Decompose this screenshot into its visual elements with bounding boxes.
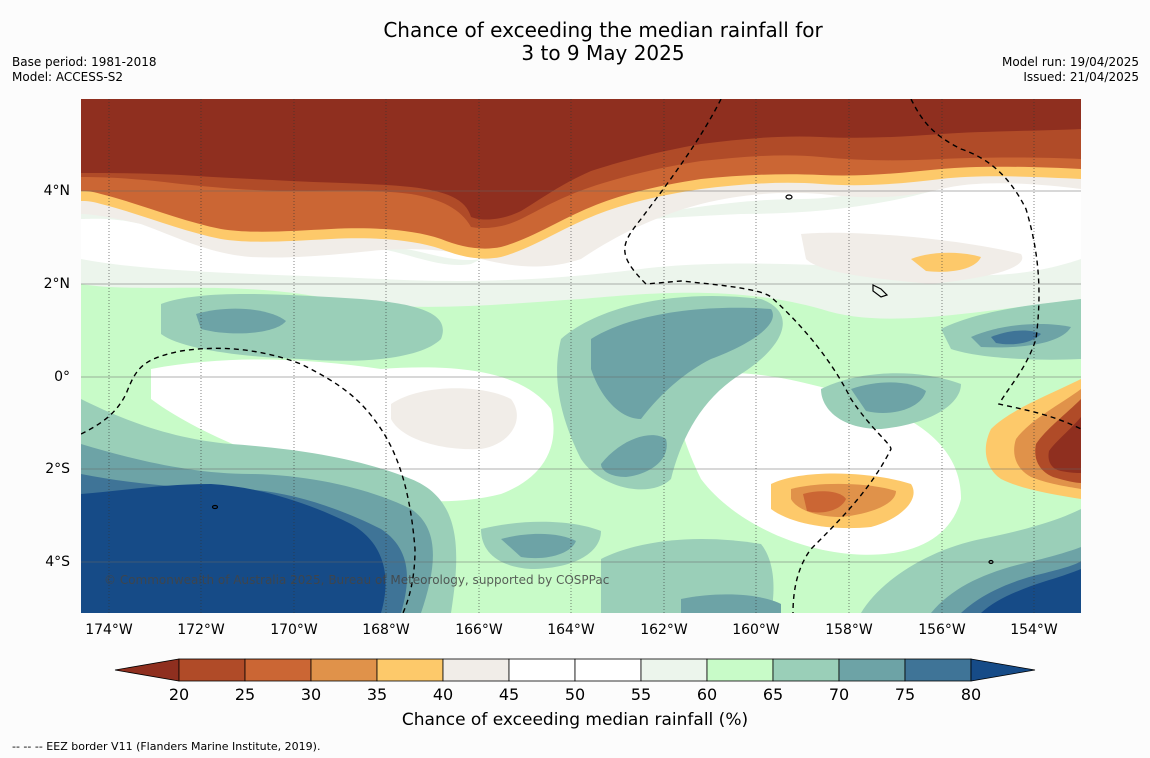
contour-75-east — [851, 382, 926, 413]
colorbar-title: Chance of exceeding median rainfall (%) — [401, 710, 749, 730]
eez-border-west — [81, 347, 416, 613]
eez-borders — [81, 99, 1081, 613]
colorbar-extend-low — [114, 658, 180, 682]
contour-75-south-central — [601, 435, 667, 477]
colorbar-cell-35-40 — [376, 658, 444, 682]
island-b — [872, 284, 889, 298]
chart-title: Chance of exceeding the median rainfall … — [0, 19, 1150, 65]
colorbar-tick-35: 35 — [366, 685, 388, 704]
lon-label-172w: 172°W — [177, 622, 225, 638]
contour-75-south-2 — [681, 594, 781, 613]
colorbar-cell-70-75 — [838, 658, 906, 682]
eez-border-east — [910, 99, 1081, 430]
lon-label-158w: 158°W — [825, 622, 873, 638]
lat-label-0: 0° — [54, 369, 70, 385]
footnote-eez: -- -- -- EEZ border V11 (Flanders Marine… — [12, 740, 321, 753]
copyright-credit: © Commonwealth of Australia 2025, Bureau… — [104, 573, 610, 587]
lon-label-156w: 156°W — [918, 622, 966, 638]
colorbar-tick-80: 80 — [960, 685, 982, 704]
colorbar-tick-50: 50 — [564, 685, 586, 704]
map-svg — [81, 99, 1081, 613]
colorbar — [114, 658, 1036, 682]
colorbar-cell-50-55 — [574, 658, 642, 682]
colorbar-tick-55: 55 — [630, 685, 652, 704]
islands — [211, 194, 994, 565]
title-line-2: 3 to 9 May 2025 — [521, 41, 685, 65]
island-c — [211, 504, 219, 510]
colorbar-extend-high — [970, 658, 1036, 682]
colorbar-tick-20: 20 — [168, 685, 190, 704]
title-line-1: Chance of exceeding the median rainfall … — [383, 18, 823, 42]
contour-80plus-se — [981, 569, 1081, 613]
colorbar-tick-60: 60 — [696, 685, 718, 704]
colorbar-cell-65-70 — [772, 658, 840, 682]
lon-label-168w: 168°W — [362, 622, 410, 638]
lon-label-166w: 166°W — [455, 622, 503, 638]
contour-80-far-east — [991, 330, 1041, 345]
graticule — [81, 190, 1081, 563]
colorbar-cell-55-60 — [640, 658, 708, 682]
contour-45-north-east — [801, 232, 1023, 284]
contour-75-central — [591, 307, 773, 419]
model-run: Model run: 19/04/2025 — [1001, 55, 1139, 69]
island-d — [988, 559, 994, 565]
colorbar-cell-60-65 — [706, 658, 774, 682]
colorbar-cell-75-80 — [904, 658, 972, 682]
lon-label-160w: 160°W — [732, 622, 780, 638]
contour-40-ne-blob — [911, 252, 981, 272]
colorbar-cell-30-35 — [310, 658, 378, 682]
colorbar-cell-25-30 — [244, 658, 312, 682]
contour-20-north — [81, 99, 1081, 220]
lon-label-162w: 162°W — [640, 622, 688, 638]
base-period: Base period: 1981-2018 — [12, 55, 157, 69]
colorbar-tick-40: 40 — [432, 685, 454, 704]
colorbar-cell-20-25 — [178, 658, 246, 682]
colorbar-tick-70: 70 — [828, 685, 850, 704]
contour-20-east — [1048, 417, 1081, 473]
meta-left: Base period: 1981-2018 Model: ACCESS-S2 — [12, 55, 157, 85]
colorbar-cells — [114, 658, 1036, 682]
colorbar-tick-75: 75 — [894, 685, 916, 704]
lon-label-154w: 154°W — [1010, 622, 1058, 638]
contour-30-sc — [803, 491, 846, 513]
issued-date: Issued: 21/04/2025 — [1023, 70, 1139, 84]
colorbar-tick-30: 30 — [300, 685, 322, 704]
rainfall-map — [81, 99, 1081, 613]
contour-80plus-sw — [81, 484, 386, 613]
contour-45-central — [391, 388, 517, 450]
colorbar-cell-40-45 — [442, 658, 510, 682]
eez-border-central — [624, 99, 892, 613]
island-a — [785, 194, 793, 200]
contour-75-south — [501, 533, 576, 559]
lat-label-2n: 2°N — [43, 276, 70, 292]
lat-label-4n: 4°N — [43, 183, 70, 199]
contour-75-west — [196, 308, 286, 334]
colorbar-tick-45: 45 — [498, 685, 520, 704]
colorbar-tick-25: 25 — [234, 685, 256, 704]
lon-label-170w: 170°W — [270, 622, 318, 638]
colorbar-cell-45-50 — [508, 658, 576, 682]
meta-right: Model run: 19/04/2025 Issued: 21/04/2025 — [1002, 55, 1139, 85]
lon-label-174w: 174°W — [85, 622, 133, 638]
model-name: Model: ACCESS-S2 — [12, 70, 124, 84]
colorbar-tick-65: 65 — [762, 685, 784, 704]
lat-label-4s: 4°S — [45, 554, 70, 570]
lat-label-2s: 2°S — [45, 461, 70, 477]
lon-label-164w: 164°W — [547, 622, 595, 638]
